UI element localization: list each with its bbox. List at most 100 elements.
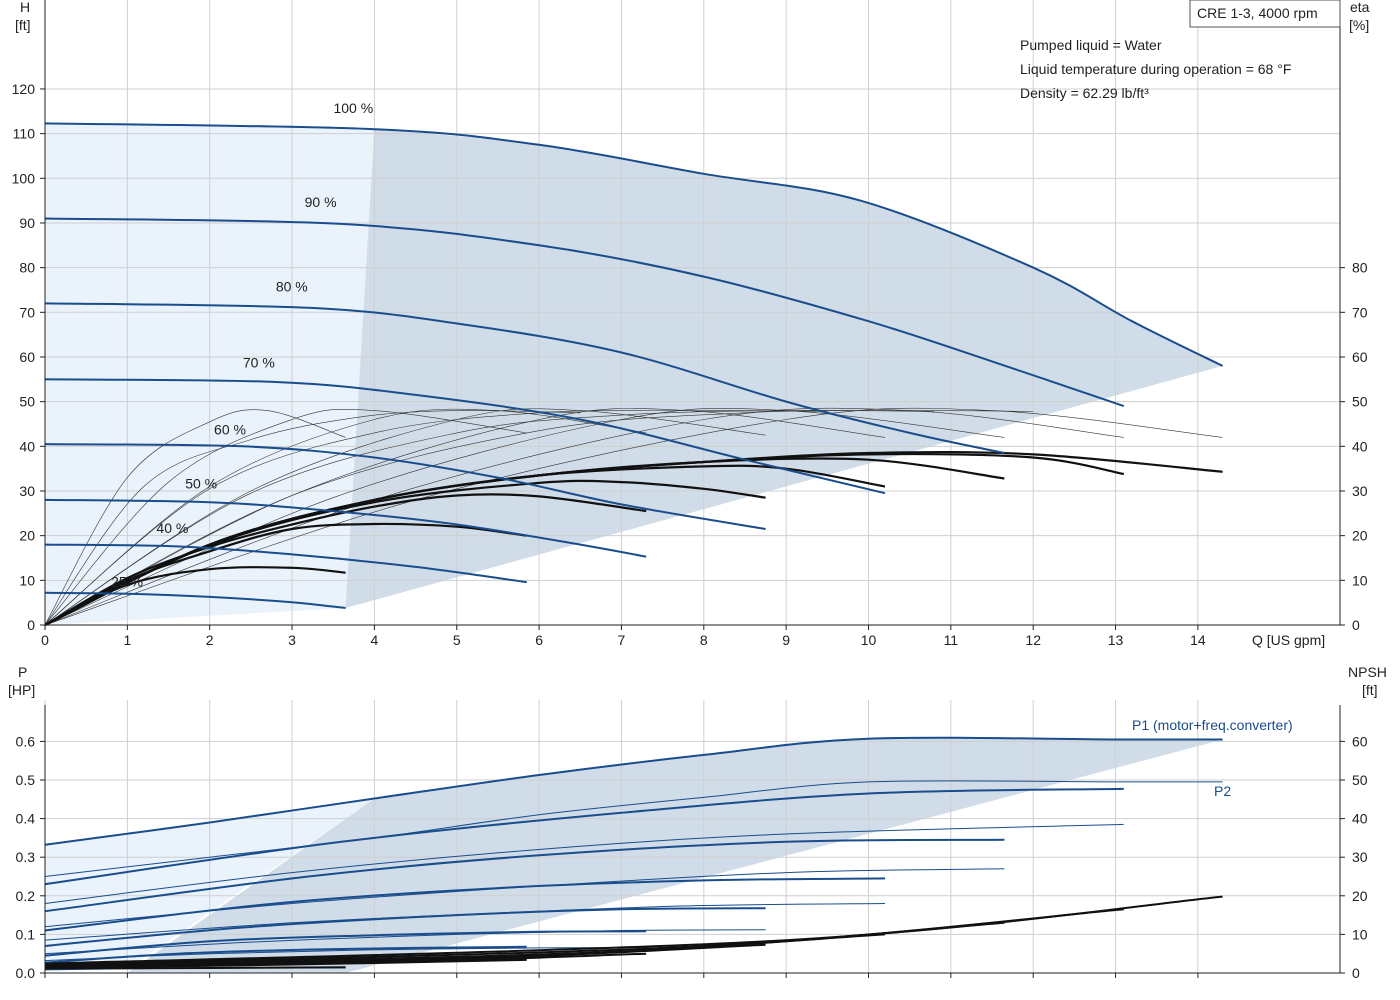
bottom-left-tick-label: 0.5 <box>16 772 36 788</box>
top-x-tick-label: 10 <box>861 632 877 648</box>
head-curve-50-pct <box>44 498 647 558</box>
bottom-left-axis-label: P <box>18 664 27 680</box>
p1-curve <box>44 930 647 957</box>
efficiency-iso-line <box>44 410 935 626</box>
efficiency-iso-line <box>44 410 1034 626</box>
p1-curve <box>44 787 1124 886</box>
top-x-tick-label: 6 <box>535 632 543 648</box>
bottom-operating-envelope <box>127 737 1223 973</box>
top-operating-envelope <box>345 129 1223 609</box>
top-x-tick-label: 14 <box>1190 632 1206 648</box>
top-right-tick-label: 30 <box>1352 483 1368 499</box>
p1-curve <box>44 945 527 964</box>
p1-curve <box>44 877 886 932</box>
speed-label-100-pct: 100 % <box>333 100 373 116</box>
bottom-right-axis-label: NPSH <box>1348 664 1387 680</box>
top-right-tick-label: 40 <box>1352 438 1368 454</box>
p1-curve <box>44 736 1223 846</box>
efficiency-curve <box>44 450 1223 626</box>
p2-series-label: P2 <box>1214 783 1231 799</box>
annotation-temperature: Liquid temperature during operation = 68… <box>1020 61 1291 77</box>
efficiency-iso-line <box>44 408 886 626</box>
top-x-tick-label: 3 <box>288 632 296 648</box>
top-left-axis-unit: [ft] <box>15 17 31 33</box>
bottom-left-tick-label: 0.4 <box>16 811 36 827</box>
efficiency-iso-line <box>44 408 647 626</box>
p1-series-label: P1 (motor+freq.converter) <box>1132 717 1293 733</box>
chart-title: CRE 1-3, 4000 rpm <box>1197 5 1318 21</box>
top-right-tick-label: 80 <box>1352 260 1368 276</box>
top-x-tick-label: 11 <box>944 632 959 648</box>
top-right-axis-unit: [%] <box>1349 17 1369 33</box>
efficiency-iso-line <box>44 410 581 626</box>
top-left-tick-label: 70 <box>19 304 35 320</box>
annotation-liquid: Pumped liquid = Water <box>1020 37 1162 53</box>
top-left-tick-label: 90 <box>19 215 35 231</box>
p2-curve <box>44 929 766 955</box>
p1-curve <box>44 838 1005 913</box>
top-right-tick-label: 50 <box>1352 394 1368 410</box>
top-left-tick-label: 10 <box>19 572 35 588</box>
bottom-right-tick-label: 0 <box>1352 965 1360 981</box>
top-right-tick-label: 0 <box>1352 617 1360 633</box>
top-x-tick-label: 13 <box>1108 632 1124 648</box>
title-box <box>1189 0 1341 28</box>
top-x-tick-label: 9 <box>782 632 790 648</box>
p2-curve <box>44 823 1124 904</box>
head-curve-80-pct <box>44 302 1005 454</box>
top-x-tick-label: 5 <box>453 632 461 648</box>
top-right-tick-label: 20 <box>1352 528 1368 544</box>
bottom-right-tick-label: 60 <box>1352 733 1368 749</box>
top-right-tick-label: 60 <box>1352 349 1368 365</box>
top-left-tick-label: 0 <box>27 617 35 633</box>
bottom-right-tick-label: 20 <box>1352 888 1368 904</box>
bottom-left-tick-label: 0.6 <box>16 733 36 749</box>
top-x-tick-label: 12 <box>1025 632 1041 648</box>
bottom-left-axis-unit: [HP] <box>8 682 35 698</box>
top-x-tick-label: 1 <box>123 632 131 648</box>
bottom-left-tick-label: 0.2 <box>16 888 36 904</box>
head-curve-100-pct <box>44 122 1224 367</box>
head-curve-25-pct <box>44 591 346 609</box>
top-x-axis-label: Q [US gpm] <box>1252 632 1325 648</box>
top-x-tick-label: 2 <box>206 632 214 648</box>
top-x-tick-label: 0 <box>41 632 49 648</box>
top-left-tick-label: 120 <box>12 81 36 97</box>
top-x-tick-label: 4 <box>371 632 379 648</box>
bottom-left-tick-label: 0.3 <box>16 849 36 865</box>
top-x-tick-label: 7 <box>618 632 626 648</box>
bottom-right-tick-label: 50 <box>1352 772 1368 788</box>
efficiency-iso-line <box>44 409 346 626</box>
top-left-tick-label: 50 <box>19 394 35 410</box>
speed-label-40-pct: 40 % <box>156 520 188 536</box>
top-left-tick-label: 30 <box>19 483 35 499</box>
top-left-axis-label: H <box>20 0 30 15</box>
head-curve-40-pct <box>44 543 527 584</box>
annotation-density: Density = 62.29 lb/ft³ <box>1020 85 1149 101</box>
top-right-tick-label: 10 <box>1352 572 1368 588</box>
bottom-left-tick-label: 0.0 <box>16 965 36 981</box>
top-left-tick-label: 110 <box>13 126 36 142</box>
bottom-right-tick-label: 40 <box>1352 811 1368 827</box>
top-left-tick-label: 40 <box>19 438 35 454</box>
efficiency-iso-line <box>44 409 527 626</box>
efficiency-curve <box>44 522 527 626</box>
efficiency-iso-line <box>44 410 828 626</box>
top-left-tick-label: 100 <box>12 170 36 186</box>
top-left-tick-label: 80 <box>19 260 35 276</box>
speed-label-60-pct: 60 % <box>214 422 246 438</box>
speed-label-25-pct: 25 % <box>111 574 143 590</box>
speed-label-50-pct: 50 % <box>185 475 217 491</box>
npsh-curve <box>44 895 1223 965</box>
top-left-tick-label: 20 <box>19 528 35 544</box>
head-curve-70-pct <box>44 378 886 495</box>
bottom-right-axis-unit: [ft] <box>1362 682 1378 698</box>
efficiency-iso-line <box>44 408 766 626</box>
speed-label-90-pct: 90 % <box>305 194 337 210</box>
top-right-tick-label: 70 <box>1352 304 1368 320</box>
speed-label-70-pct: 70 % <box>243 355 275 371</box>
efficiency-iso-line <box>44 407 1005 626</box>
p1-curve <box>44 907 766 947</box>
speed-label-80-pct: 80 % <box>276 279 308 295</box>
